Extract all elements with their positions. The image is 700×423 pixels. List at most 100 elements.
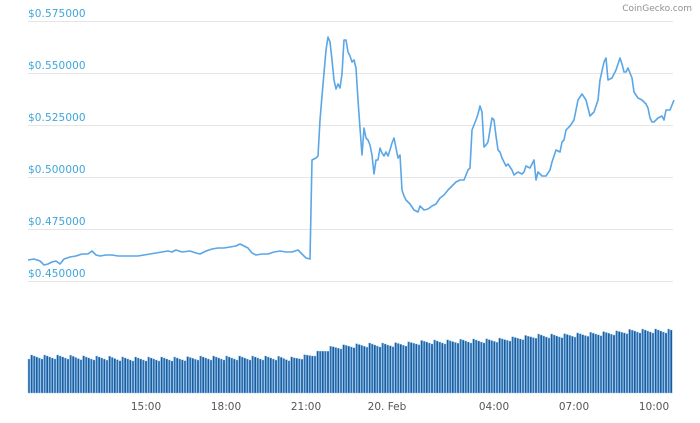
volume-bar bbox=[90, 358, 93, 394]
volume-bar bbox=[238, 355, 241, 394]
volume-bar bbox=[84, 356, 88, 394]
volume-bar bbox=[641, 328, 644, 394]
volume-bar bbox=[371, 343, 374, 394]
volume-bar bbox=[399, 344, 402, 394]
volume-bar bbox=[412, 343, 415, 394]
volume-bar bbox=[295, 358, 298, 394]
volume-bar bbox=[162, 357, 166, 394]
volume-bar bbox=[381, 342, 384, 394]
volume-bar bbox=[352, 347, 356, 394]
volume-bar bbox=[365, 346, 369, 394]
volume-bar bbox=[670, 329, 673, 394]
volume-bar bbox=[46, 355, 49, 394]
volume-bar bbox=[209, 359, 213, 394]
volume-bar bbox=[256, 357, 259, 394]
volume-bar bbox=[355, 343, 358, 394]
volume-bar bbox=[147, 356, 150, 394]
volume-bar bbox=[503, 339, 506, 394]
volume-bar bbox=[508, 340, 512, 394]
volume-bar bbox=[33, 355, 36, 394]
volume-bar bbox=[386, 344, 389, 394]
volume-bar bbox=[425, 341, 428, 394]
volume-bar bbox=[368, 342, 371, 394]
volume-bar bbox=[248, 359, 252, 394]
volume-bar bbox=[391, 346, 395, 394]
volume-bar bbox=[633, 330, 636, 394]
volume-bar bbox=[472, 338, 475, 394]
volume-bar bbox=[397, 343, 400, 394]
volume-bar bbox=[433, 339, 436, 394]
volume-bar bbox=[126, 358, 130, 394]
y-axis-label: $0.525000 bbox=[28, 112, 86, 124]
volume-bar bbox=[170, 360, 174, 394]
volume-bar bbox=[220, 358, 223, 394]
volume-bar bbox=[490, 340, 493, 394]
volume-bar bbox=[558, 336, 561, 394]
volume-bar bbox=[280, 357, 283, 394]
volume-bar bbox=[165, 358, 169, 394]
volume-bar bbox=[524, 335, 527, 394]
volume-bar bbox=[545, 336, 548, 394]
volume-bar bbox=[459, 338, 462, 394]
volume-bar bbox=[103, 358, 106, 394]
volume-bar bbox=[87, 357, 91, 394]
volume-bar bbox=[277, 356, 280, 394]
credit-link[interactable]: CoinGecko.com bbox=[622, 4, 692, 14]
volume-bar bbox=[129, 359, 132, 394]
volume-bar bbox=[592, 332, 595, 394]
volume-bar bbox=[469, 342, 473, 394]
volume-bar bbox=[77, 358, 80, 394]
volume-bar bbox=[282, 358, 285, 394]
volume-bar bbox=[636, 331, 639, 394]
volume-bar bbox=[602, 331, 605, 394]
volume-bar bbox=[186, 356, 189, 394]
volume-bar bbox=[620, 332, 623, 394]
volume-bar bbox=[225, 355, 228, 394]
volume-bar bbox=[563, 333, 566, 394]
volume-bar bbox=[298, 358, 301, 394]
volume-bar bbox=[105, 359, 109, 394]
volume-bar bbox=[644, 329, 647, 394]
volume-bar bbox=[113, 358, 117, 394]
volume-bar bbox=[589, 332, 592, 394]
volume-bar bbox=[628, 329, 631, 394]
volume-bar bbox=[332, 346, 335, 394]
volume-bar bbox=[547, 337, 551, 394]
volume-bar bbox=[615, 330, 618, 394]
volume-bar bbox=[436, 340, 439, 394]
volume-bar bbox=[100, 357, 104, 394]
volume-bar bbox=[495, 342, 499, 394]
volume-bar bbox=[404, 345, 408, 394]
volume-bar bbox=[501, 338, 504, 394]
volume-bar bbox=[462, 339, 465, 394]
x-axis-label: 21:00 bbox=[290, 401, 322, 413]
volume-bar bbox=[116, 359, 119, 394]
volume-bar bbox=[607, 333, 610, 394]
volume-bar bbox=[188, 357, 192, 394]
volume-bar bbox=[131, 360, 135, 394]
volume-bar bbox=[240, 356, 244, 394]
volume-bar bbox=[654, 328, 657, 394]
volume-bar bbox=[532, 337, 535, 394]
volume-bar bbox=[178, 358, 182, 394]
volume-bar bbox=[243, 357, 247, 394]
volume-bar bbox=[540, 334, 543, 394]
volume-bar bbox=[360, 345, 363, 394]
volume-bar bbox=[506, 340, 509, 394]
volume-bar bbox=[423, 340, 426, 394]
volume-bar bbox=[69, 355, 72, 394]
volume-bar bbox=[571, 336, 574, 394]
volume-bar bbox=[464, 340, 467, 394]
price-line bbox=[27, 36, 675, 266]
volume-bar bbox=[610, 333, 613, 394]
volume-bar bbox=[212, 355, 215, 394]
volume-bar bbox=[511, 336, 514, 394]
volume-bar bbox=[631, 329, 634, 394]
volume-bar bbox=[155, 359, 158, 394]
volume-bar bbox=[334, 347, 337, 394]
volume-bar bbox=[350, 346, 353, 394]
volume-bar bbox=[519, 338, 522, 394]
volume-bar bbox=[201, 356, 205, 394]
volume-bar bbox=[191, 358, 195, 394]
